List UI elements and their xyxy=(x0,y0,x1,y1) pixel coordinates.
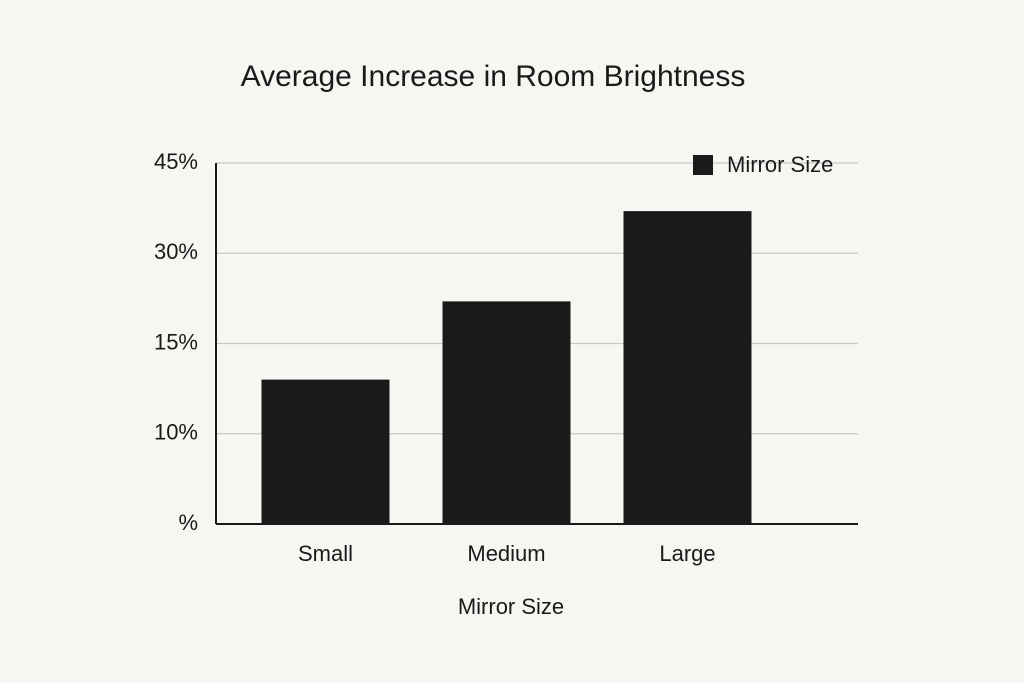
y-tick-label: % xyxy=(178,510,198,535)
y-tick-label: 45% xyxy=(154,149,198,174)
legend-swatch xyxy=(693,155,713,175)
x-tick-label: Medium xyxy=(467,541,545,566)
y-tick-label: 10% xyxy=(154,420,198,445)
y-tick-label: 15% xyxy=(154,329,198,354)
bar xyxy=(261,379,390,524)
chart-title: Average Increase in Room Brightness xyxy=(241,60,746,93)
bar xyxy=(442,301,571,524)
legend-label: Mirror Size xyxy=(727,152,833,177)
bar xyxy=(623,211,752,524)
x-tick-label: Large xyxy=(659,541,715,566)
x-tick-label: Small xyxy=(298,541,353,566)
y-tick-label: 30% xyxy=(154,239,198,264)
x-axis-label: Mirror Size xyxy=(458,594,564,619)
